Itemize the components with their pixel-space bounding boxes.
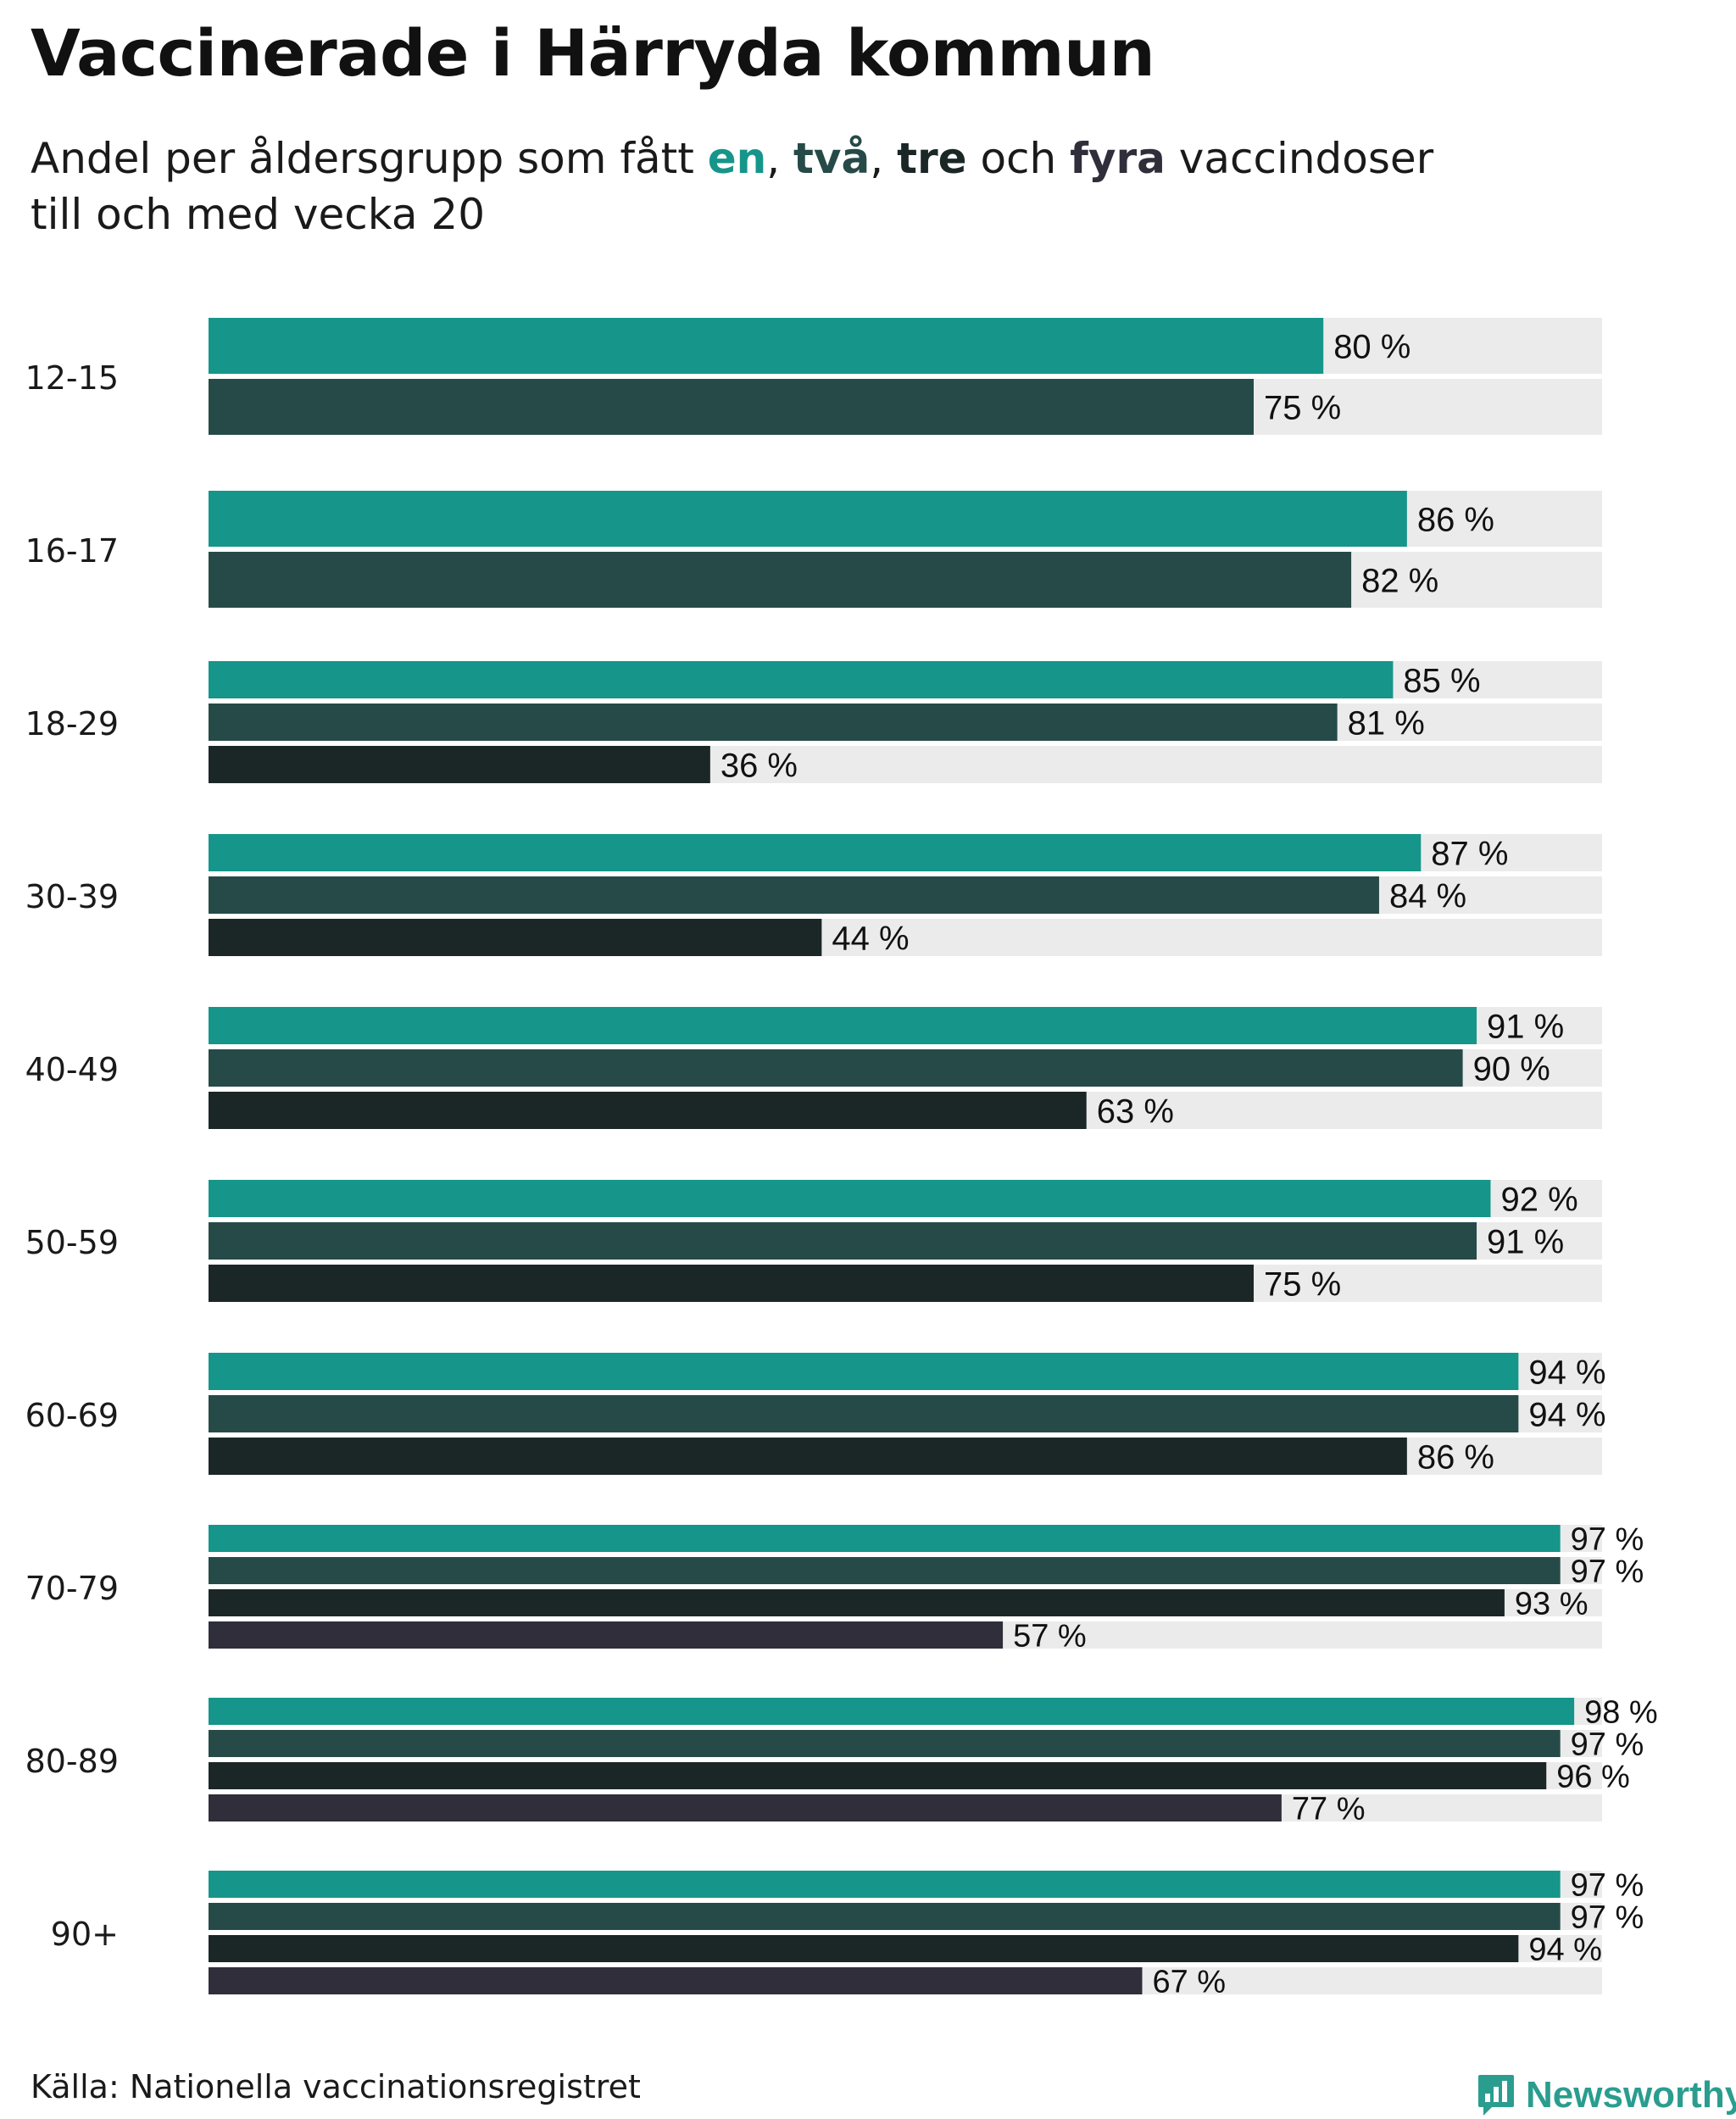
subtitle-separator: , xyxy=(870,134,898,183)
newsworthy-chart-icon xyxy=(1478,2075,1514,2116)
category-label: 18-29 xyxy=(25,705,119,742)
category-label: 90+ xyxy=(51,1916,119,1953)
bar-dose-2 xyxy=(209,1557,1561,1584)
data-label: 94 % xyxy=(1528,1354,1605,1391)
data-label: 86 % xyxy=(1417,1438,1494,1476)
subtitle-separator: , xyxy=(766,134,794,183)
bar-dose-2 xyxy=(209,1222,1477,1260)
bar-dose-4 xyxy=(209,1967,1143,1994)
subtitle-dose-three: tre xyxy=(897,134,967,183)
data-label: 91 % xyxy=(1487,1008,1564,1045)
bar-dose-4 xyxy=(209,1621,1004,1649)
category-label: 80-89 xyxy=(25,1743,119,1780)
data-label: 94 % xyxy=(1528,1933,1602,1968)
bar-dose-3 xyxy=(209,1935,1519,1962)
category-label: 60-69 xyxy=(25,1397,119,1434)
data-label: 63 % xyxy=(1097,1093,1174,1130)
subtitle-text: Andel per åldersgrupp som fått xyxy=(31,134,708,183)
subtitle-line-two: till och med vecka 20 xyxy=(31,190,486,239)
bar-dose-3 xyxy=(209,919,822,956)
subtitle-dose-two: två xyxy=(793,134,871,183)
bar-dose-1 xyxy=(209,318,1324,374)
bar-dose-1 xyxy=(209,1871,1561,1898)
subtitle-dose-four: fyra xyxy=(1070,134,1166,183)
data-label: 93 % xyxy=(1515,1587,1589,1622)
bar-dose-1 xyxy=(209,1007,1477,1044)
data-label: 67 % xyxy=(1152,1965,1226,2000)
chart-subtitle: Andel per åldersgrupp som fått en, två, … xyxy=(31,131,1641,242)
data-label: 84 % xyxy=(1389,877,1466,915)
subtitle-text: vaccindoser xyxy=(1165,134,1434,183)
bar-dose-3 xyxy=(209,746,710,783)
bar-dose-1 xyxy=(209,1353,1519,1390)
bar-dose-2 xyxy=(209,704,1338,741)
bar-dose-2 xyxy=(209,1049,1463,1087)
data-label: 98 % xyxy=(1584,1695,1658,1731)
data-label: 90 % xyxy=(1473,1050,1550,1087)
newsworthy-logo-text: Newsworthy xyxy=(1526,2074,1736,2116)
bar-chart: 12-15 80 % 75 % 16-17 86 % 82 % 18-29 85 % 81 % 3… xyxy=(25,318,1658,2000)
data-label: 77 % xyxy=(1292,1792,1366,1827)
bar-dose-2 xyxy=(209,876,1379,914)
data-label: 97 % xyxy=(1571,1900,1644,1936)
bar-dose-2 xyxy=(209,1730,1561,1757)
data-label: 91 % xyxy=(1487,1223,1564,1260)
subtitle-text: och xyxy=(966,134,1071,183)
newsworthy-logo: Newsworthy xyxy=(1477,2073,1736,2117)
bar-dose-1 xyxy=(209,834,1422,871)
data-label: 86 % xyxy=(1417,501,1494,538)
data-label: 81 % xyxy=(1348,704,1425,742)
data-label: 97 % xyxy=(1571,1522,1644,1558)
data-label: 97 % xyxy=(1571,1554,1644,1590)
bar-dose-3 xyxy=(209,1589,1505,1616)
bar-dose-1 xyxy=(209,491,1407,547)
data-label: 44 % xyxy=(832,920,909,957)
category-label: 12-15 xyxy=(25,359,119,397)
data-label: 92 % xyxy=(1500,1181,1577,1218)
bar-dose-2 xyxy=(209,1903,1561,1930)
data-label: 36 % xyxy=(721,747,798,784)
data-label: 75 % xyxy=(1264,389,1341,426)
subtitle-dose-one: en xyxy=(707,134,767,183)
bar-dose-3 xyxy=(209,1265,1254,1302)
category-label: 16-17 xyxy=(25,532,119,570)
data-label: 75 % xyxy=(1264,1265,1341,1303)
bar-dose-1 xyxy=(209,1698,1575,1725)
source-note: Källa: Nationella vaccinationsregistret xyxy=(31,2068,641,2105)
data-label: 85 % xyxy=(1403,662,1480,699)
bar-dose-3 xyxy=(209,1092,1087,1129)
chart-title: Vaccinerade i Härryda kommun xyxy=(31,15,1155,91)
category-label: 40-49 xyxy=(25,1051,119,1088)
category-label: 30-39 xyxy=(25,878,119,915)
data-label: 82 % xyxy=(1361,562,1438,599)
bar-dose-4 xyxy=(209,1794,1282,1821)
bar-dose-1 xyxy=(209,661,1394,698)
bar-dose-1 xyxy=(209,1180,1491,1217)
bar-dose-3 xyxy=(209,1438,1407,1475)
data-label: 80 % xyxy=(1333,328,1410,365)
bar-dose-1 xyxy=(209,1525,1561,1552)
category-label: 50-59 xyxy=(25,1224,119,1261)
bar-dose-2 xyxy=(209,552,1352,608)
data-label: 87 % xyxy=(1431,835,1508,872)
data-label: 97 % xyxy=(1571,1727,1644,1763)
bar-dose-2 xyxy=(209,1395,1519,1432)
data-label: 96 % xyxy=(1556,1760,1630,1795)
data-label: 57 % xyxy=(1013,1619,1087,1655)
bar-dose-3 xyxy=(209,1762,1547,1789)
bar-dose-2 xyxy=(209,379,1254,435)
data-label: 97 % xyxy=(1571,1868,1644,1904)
data-label: 94 % xyxy=(1528,1396,1605,1433)
category-label: 70-79 xyxy=(25,1570,119,1607)
